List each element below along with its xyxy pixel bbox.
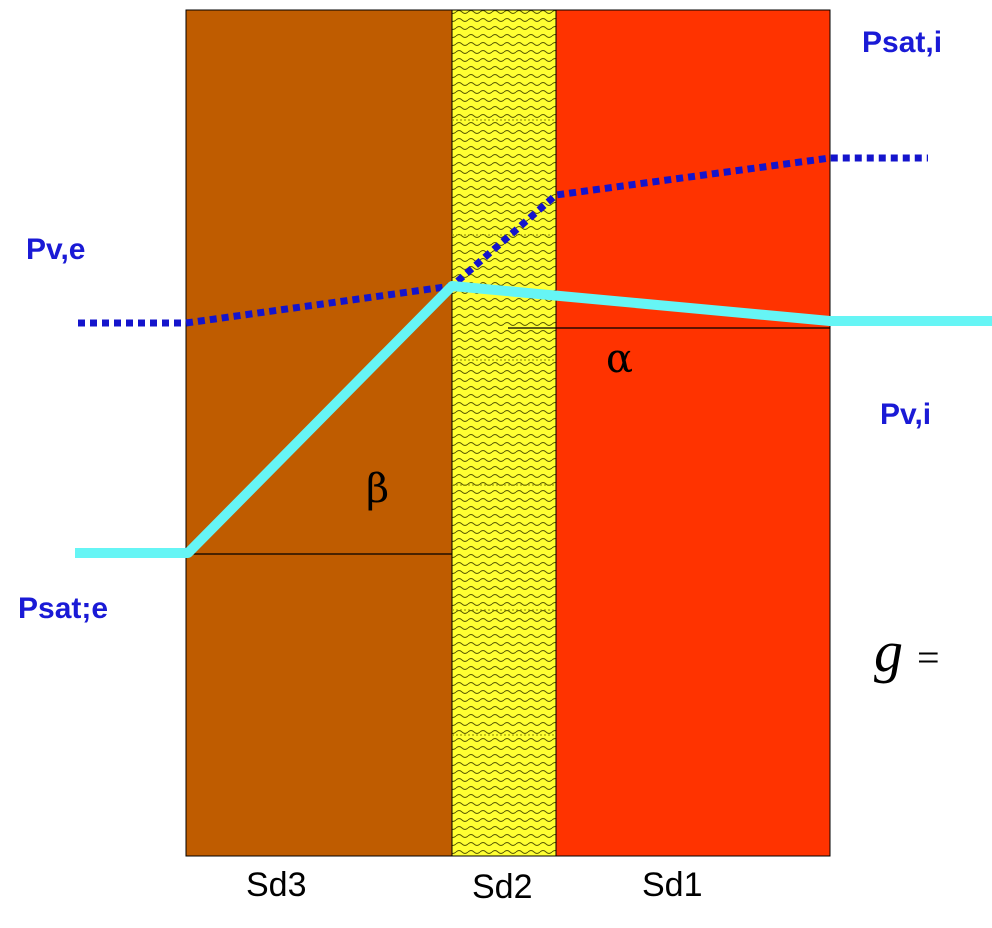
vapour-pressure-line: [75, 281, 992, 558]
layer-label-sd2: Sd2: [472, 868, 533, 906]
angle-alpha-symbol: α: [606, 336, 634, 382]
layer-label-sd3: Sd3: [246, 866, 307, 904]
label-pv-e: Pv,e: [26, 233, 86, 266]
layer-label-sd1: Sd1: [642, 866, 703, 904]
saturation-pressure-line: [78, 154, 928, 327]
label-psat-e: Psat;e: [18, 592, 109, 625]
label-psat-i: Psat,i: [862, 26, 943, 59]
formula-operator: =: [917, 635, 940, 681]
layer-sd2-block: [451, 9, 557, 857]
layer-sd1-block: [555, 9, 831, 857]
formula-symbol: g: [874, 619, 903, 684]
layer-sd2-gridlines: [452, 119, 556, 736]
formula-fragment: g =: [874, 618, 940, 685]
label-pv-i: Pv,i: [880, 398, 932, 431]
layer-sd3-block: [185, 9, 453, 857]
angle-beta-symbol: β: [366, 466, 390, 512]
